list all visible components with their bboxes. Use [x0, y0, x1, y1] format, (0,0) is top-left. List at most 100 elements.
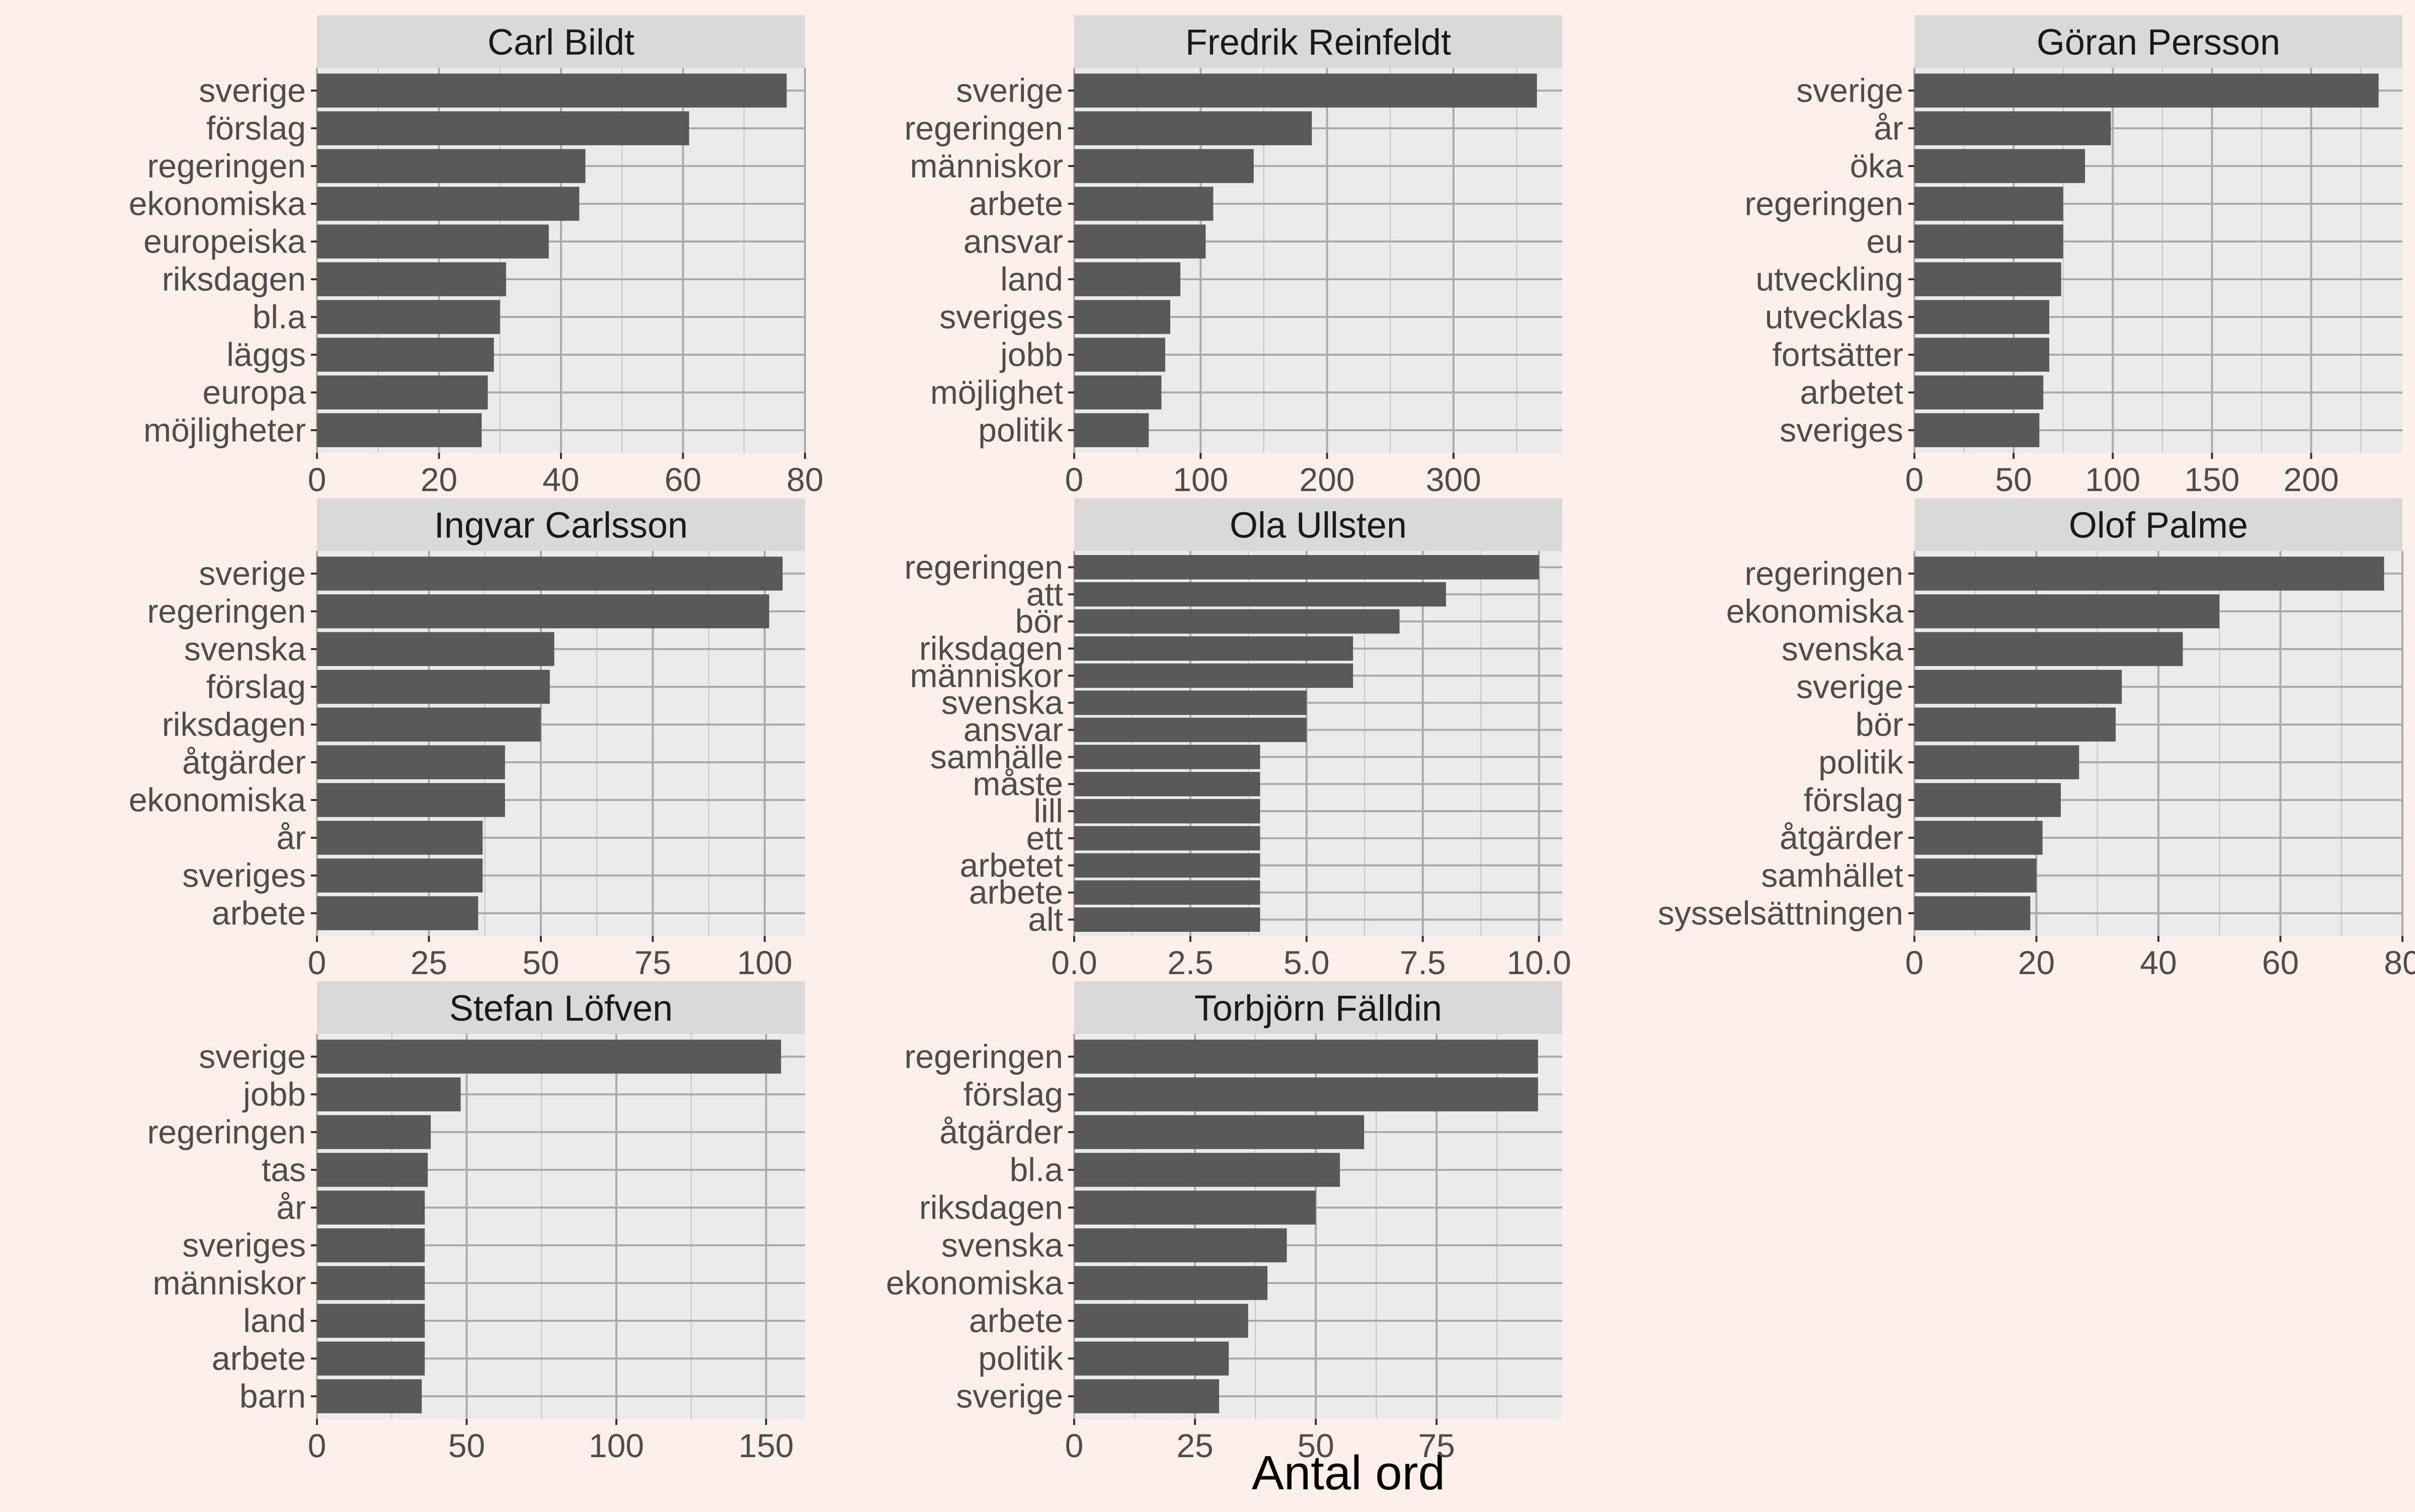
facet-title: Olof Palme [2069, 505, 2248, 545]
category-label: regeringen [904, 1038, 1063, 1075]
category-label: europa [202, 373, 306, 411]
bar [317, 73, 787, 108]
category-label: ett [1026, 819, 1063, 856]
category-label: riksdagen [919, 629, 1063, 667]
category-label: svenska [1782, 630, 1903, 667]
category-label: sveriges [1780, 411, 1903, 448]
category-label: människor [153, 1264, 306, 1301]
bar [1914, 707, 2116, 742]
bar [317, 783, 505, 817]
category-label: ekonomiska [1726, 592, 1903, 629]
bar [1914, 300, 2050, 334]
x-tick-label: 25 [1176, 1427, 1213, 1464]
category-label: sveriges [182, 856, 306, 894]
x-tick-label: 60 [2262, 944, 2299, 981]
category-label: arbete [969, 1302, 1063, 1339]
category-label: regeringen [904, 548, 1063, 586]
category-label: samhälle [930, 738, 1063, 775]
bar [317, 262, 506, 296]
x-tick-label: 150 [739, 1427, 794, 1464]
x-tick-label: 300 [1426, 461, 1481, 498]
category-label: bl.a [1010, 1151, 1064, 1188]
category-label: svenska [184, 630, 306, 667]
bar [317, 556, 783, 591]
bar [317, 1077, 461, 1111]
category-label: regeringen [147, 592, 306, 629]
x-tick-label: 50 [448, 1427, 485, 1464]
category-label: fortsätter [1773, 336, 1903, 373]
category-label: ansvar [963, 222, 1063, 260]
bar [1074, 73, 1537, 108]
category-label: regeringen [1744, 554, 1903, 592]
bar [317, 1304, 425, 1338]
bar [1914, 413, 2040, 447]
facet-title: Göran Persson [2037, 22, 2280, 62]
bar [1914, 670, 2122, 704]
category-label: möjligheter [143, 411, 306, 448]
facet-strip [1074, 981, 1562, 1034]
x-tick-label: 0 [1065, 1427, 1084, 1464]
facet-strip [1914, 498, 2402, 551]
category-label: riksdagen [162, 260, 306, 297]
category-label: ekonomiska [129, 185, 306, 222]
category-label: läggs [226, 336, 306, 373]
category-label: jobb [242, 1075, 306, 1112]
bar [1074, 1228, 1287, 1262]
bar [317, 111, 689, 145]
facet-title: Stefan Löfven [449, 988, 673, 1028]
x-tick-label: 40 [2140, 944, 2177, 981]
x-tick-label: 0 [1905, 944, 1924, 981]
x-tick-label: 0 [308, 461, 327, 498]
category-label: sverige [956, 71, 1063, 109]
bar [317, 821, 483, 855]
category-label: ekonomiska [886, 1264, 1063, 1301]
category-label: tas [262, 1151, 306, 1188]
x-tick-label: 2.5 [1167, 944, 1214, 981]
x-tick-label: 0 [308, 1427, 327, 1464]
bar [1074, 1153, 1340, 1187]
bar [1914, 896, 2031, 930]
facet-panel: Fredrik Reinfeldt sverigeregeringenmännis… [904, 15, 1562, 498]
category-label: arbetet [1800, 373, 1903, 411]
category-label: land [1000, 260, 1063, 297]
category-label: eu [1867, 222, 1903, 260]
x-tick-label: 80 [2384, 944, 2415, 981]
bar [1074, 907, 1260, 932]
facet-strip [1914, 15, 2402, 68]
bar [1914, 821, 2043, 855]
category-label: att [1026, 576, 1063, 613]
facet-panel: Ola Ullsten regeringenattbörriksdagenmänn… [904, 498, 1571, 981]
category-label: riksdagen [919, 1188, 1063, 1226]
category-label: barn [239, 1377, 306, 1414]
bar [1074, 772, 1260, 797]
bar [317, 1266, 425, 1300]
category-label: förslag [1804, 781, 1903, 818]
category-label: ansvar [963, 711, 1063, 748]
bar [1914, 632, 2183, 666]
category-label: politik [978, 1339, 1064, 1377]
facet-panel: Stefan Löfven sverigejobbregeringentasårs… [147, 981, 805, 1464]
x-tick-label: 20 [421, 461, 457, 498]
bar [1074, 111, 1312, 145]
bar [1074, 338, 1165, 372]
bar [317, 338, 494, 372]
category-label: förslag [206, 109, 306, 146]
category-label: politik [1818, 743, 1904, 780]
bar [1074, 149, 1254, 183]
bar [317, 1115, 431, 1149]
bar [1074, 663, 1353, 688]
bar [317, 224, 549, 259]
category-label: utvecklas [1765, 298, 1903, 335]
x-tick-label: 100 [2085, 461, 2140, 498]
bar [1914, 783, 2061, 817]
bar [317, 375, 488, 410]
bar [317, 707, 541, 742]
facet-panel: Ingvar Carlsson sverigeregeringensvenskaf… [129, 498, 805, 981]
category-label: år [1874, 109, 1903, 146]
facet-strip [317, 15, 805, 68]
category-label: åtgärder [182, 743, 306, 780]
x-tick-label: 150 [2184, 461, 2239, 498]
bar [317, 1228, 425, 1262]
x-tick-label: 0 [1065, 461, 1084, 498]
